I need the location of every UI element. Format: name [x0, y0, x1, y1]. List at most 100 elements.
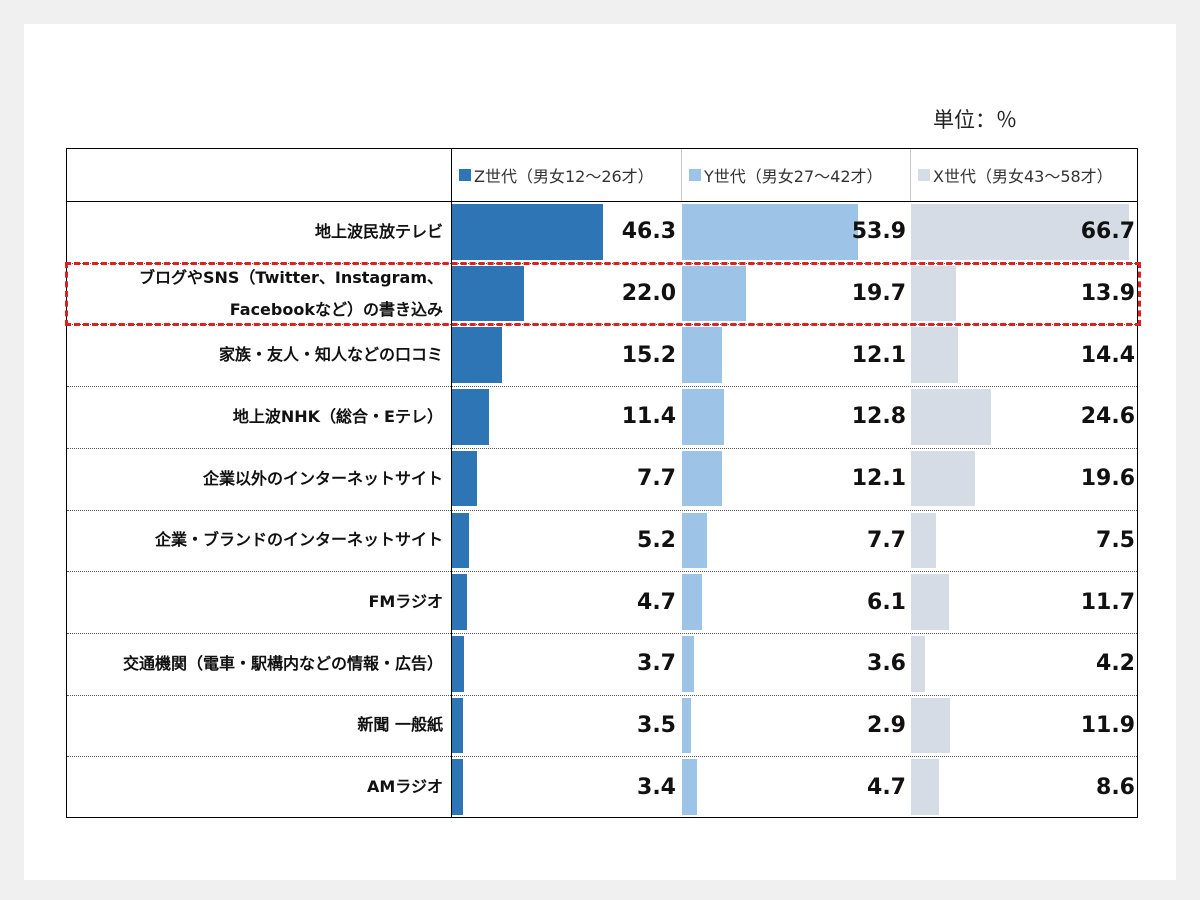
header-divider [67, 201, 1137, 202]
bar-y [682, 389, 724, 445]
legend-x: X世代（男女43～58才） [918, 149, 1137, 201]
category-label: AMラジオ [67, 756, 447, 818]
legend-label-x: X世代（男女43～58才） [933, 167, 1113, 186]
row-divider [67, 386, 1137, 388]
value-label-x: 13.9 [1080, 281, 1135, 307]
bar-y [682, 635, 694, 692]
category-label-line: 交通機関（電車・駅構内などの情報・広告） [122, 653, 443, 673]
value-label-y: 2.9 [867, 712, 906, 738]
value-label-x: 4.2 [1096, 651, 1135, 677]
value-label-z: 3.5 [637, 712, 676, 738]
bar-x [911, 512, 936, 569]
value-label-y: 4.7 [867, 774, 906, 800]
category-label: 企業・ブランドのインターネットサイト [67, 510, 447, 572]
legend-swatch-z [459, 169, 471, 181]
category-label-line: 新聞 一般紙 [357, 715, 443, 735]
chart-card [24, 24, 1176, 880]
value-label-y: 12.1 [851, 466, 906, 492]
category-label-line: AMラジオ [367, 777, 443, 797]
legend-swatch-x [918, 169, 930, 181]
unit-label: 単位：％ [933, 108, 1017, 132]
bar-z [452, 574, 468, 630]
bar-x [911, 450, 976, 507]
value-label-z: 3.4 [637, 774, 676, 800]
bar-x [911, 697, 950, 754]
bar-z [452, 204, 604, 260]
category-label-line: 地上波民放テレビ [314, 221, 443, 241]
value-label-x: 8.6 [1096, 774, 1135, 800]
row-divider [67, 756, 1137, 758]
category-label: ブログやSNS（Twitter、Instagram、 Facebookなど）の書き… [67, 263, 447, 325]
value-label-y: 7.7 [867, 527, 906, 553]
bar-x [911, 265, 957, 322]
bar-z [452, 697, 464, 754]
bar-y [682, 265, 747, 322]
bar-x [911, 635, 925, 692]
bar-x [911, 204, 1130, 260]
value-label-y: 19.7 [851, 281, 906, 307]
bar-y [682, 450, 722, 507]
category-label-line: 企業以外のインターネットサイト [202, 468, 443, 488]
value-label-z: 15.2 [621, 342, 676, 368]
legend-label-y: Y世代（男女27～42才） [704, 167, 883, 186]
legend-swatch-y [689, 169, 701, 181]
bar-z [452, 759, 464, 815]
legend-label-z: Z世代（男女12～26才） [474, 167, 654, 186]
category-label-text: 企業・ブランドのインターネットサイト [155, 524, 443, 556]
bar-z [452, 512, 469, 569]
row-divider [67, 509, 1137, 511]
category-label-text: 企業以外のインターネットサイト [203, 463, 443, 495]
category-label-text: 新聞 一般紙 [357, 709, 443, 741]
category-label-text: 地上波NHK（総合・Eテレ） [233, 401, 443, 433]
value-label-z: 11.4 [621, 404, 676, 430]
value-label-z: 5.2 [637, 527, 676, 553]
bar-y [682, 759, 698, 815]
bar-y [682, 204, 859, 260]
header-divider-1 [681, 149, 682, 201]
category-label: 地上波民放テレビ [67, 201, 447, 263]
category-label-line: 地上波NHK（総合・Eテレ） [232, 406, 443, 426]
category-label-text: 地上波民放テレビ [315, 216, 443, 248]
value-label-x: 19.6 [1080, 466, 1135, 492]
value-label-z: 7.7 [637, 466, 676, 492]
value-label-x: 66.7 [1080, 219, 1135, 245]
row-divider [67, 632, 1137, 634]
bar-y [682, 512, 708, 569]
category-label: 新聞 一般紙 [67, 695, 447, 757]
bar-y [682, 327, 722, 384]
chart-table: Z世代（男女12～26才） Y世代（男女27～42才） X世代（男女43～58才） 地… [66, 148, 1138, 818]
bar-z [452, 265, 524, 322]
bar-x [911, 759, 940, 815]
category-label-line: FMラジオ [368, 592, 443, 612]
value-label-x: 7.5 [1096, 527, 1135, 553]
category-label: FMラジオ [67, 571, 447, 633]
bar-x [911, 389, 992, 445]
category-label-text: ブログやSNS（Twitter、Instagram、 Facebookなど）の書き… [139, 262, 443, 326]
bar-x [911, 327, 959, 384]
value-label-x: 11.9 [1080, 712, 1135, 738]
bar-z [452, 327, 502, 384]
value-label-z: 46.3 [621, 219, 676, 245]
category-label: 地上波NHK（総合・Eテレ） [67, 386, 447, 448]
value-label-x: 24.6 [1080, 404, 1135, 430]
bar-y [682, 574, 702, 630]
category-column-divider [451, 149, 452, 817]
bar-z [452, 450, 478, 507]
category-label: 家族・友人・知人などの口コミ [67, 324, 447, 386]
category-label-line: 企業・ブランドのインターネットサイト [154, 530, 443, 550]
value-label-z: 22.0 [621, 281, 676, 307]
category-label-line: ブログやSNS（Twitter、Instagram、 [138, 267, 443, 287]
value-label-x: 11.7 [1080, 589, 1135, 615]
category-label: 企業以外のインターネットサイト [67, 448, 447, 510]
header-divider-2 [910, 149, 911, 201]
value-label-y: 12.1 [851, 342, 906, 368]
category-label: 交通機関（電車・駅構内などの情報・広告） [67, 633, 447, 695]
category-label-line: Facebookなど）の書き込み [229, 299, 443, 319]
bar-x [911, 574, 950, 630]
value-label-z: 4.7 [637, 589, 676, 615]
value-label-z: 3.7 [637, 651, 676, 677]
category-label-text: AMラジオ [367, 771, 443, 803]
category-label-text: 家族・友人・知人などの口コミ [219, 339, 443, 371]
category-label-text: FMラジオ [368, 586, 443, 618]
row-divider [67, 571, 1137, 573]
